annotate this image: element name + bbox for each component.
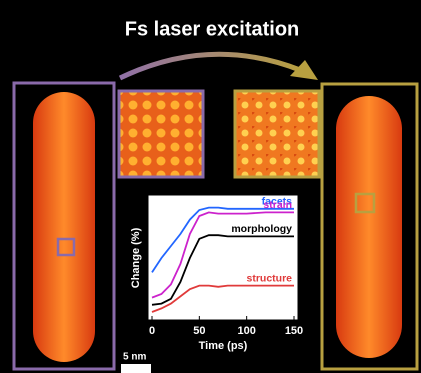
series-label: morphology [231,223,292,235]
rod-after [336,96,402,358]
x-tick-label: 0 [149,325,155,337]
rod-before [33,92,95,362]
arrow [120,54,300,78]
scale-bar [121,364,151,373]
series-label: strain [263,199,292,211]
zoom-before [119,91,203,177]
zoom-after [235,91,319,177]
title: Fs laser excitation [125,18,300,40]
x-tick-label: 100 [237,325,255,337]
scale-label: 5 nm [123,352,146,363]
x-tick-label: 150 [285,325,303,337]
series-label: structure [246,272,292,284]
x-axis-label: Time (ps) [199,340,248,352]
figure: Fs laser excitation 5 nm Time (ps) Chang… [0,0,421,373]
y-axis-label: Change (%) [130,227,142,288]
x-tick-label: 50 [193,325,205,337]
